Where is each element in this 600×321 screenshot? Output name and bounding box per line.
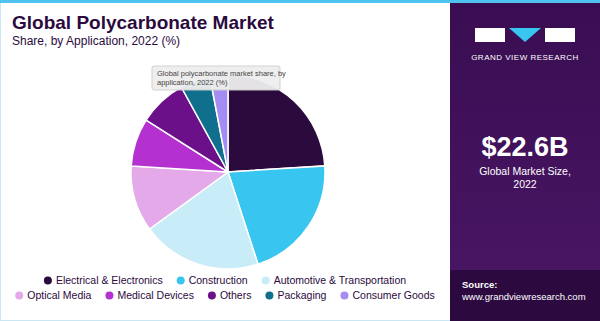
logo-block	[475, 28, 505, 42]
legend-label: Electrical & Electronics	[56, 274, 163, 286]
background	[1, 1, 600, 321]
chart: GRAND VIEW RESEARCH $22.6B Global Market S…	[0, 0, 600, 321]
source-label: Source:	[462, 279, 497, 290]
legend: Electrical & Electronics Construction Auto…	[15, 274, 435, 301]
legend-swatch	[340, 292, 348, 300]
legend-swatch	[44, 277, 52, 285]
legend-item: Others	[208, 289, 252, 301]
market-size: $22.6B	[481, 132, 568, 162]
legend-swatch	[15, 292, 23, 300]
logo-block	[509, 28, 541, 42]
tooltip: Global polycarbonate market share, byapp…	[152, 66, 286, 90]
legend-item: Construction	[177, 274, 248, 286]
legend-label: Consumer Goods	[352, 289, 434, 301]
legend-item: Medical Devices	[105, 289, 193, 301]
legend-label: Automotive & Transportation	[274, 274, 407, 286]
side-panel	[450, 3, 600, 321]
legend-swatch	[262, 277, 270, 285]
title: Global Polycarbonate Market	[12, 12, 275, 33]
source-url: www.grandviewresearch.com	[461, 291, 586, 302]
source-panel	[450, 270, 600, 321]
legend-label: Packaging	[277, 289, 326, 301]
market-size-label: Global Market Size,	[479, 165, 571, 177]
tooltip-text: application, 2022 (%)	[157, 78, 228, 87]
legend-swatch	[208, 292, 216, 300]
legend-item: Consumer Goods	[340, 289, 434, 301]
legend-item: Packaging	[265, 289, 326, 301]
legend-label: Others	[220, 289, 252, 301]
top-bar	[0, 0, 600, 3]
legend-swatch	[265, 292, 273, 300]
legend-item: Optical Media	[15, 289, 91, 301]
market-size-label: 2022	[513, 178, 537, 190]
logo-block	[545, 28, 575, 42]
subtitle: Share, by Application, 2022 (%)	[12, 34, 180, 48]
pie-slice	[131, 166, 228, 229]
legend-label: Medical Devices	[117, 289, 193, 301]
legend-swatch	[105, 292, 113, 300]
legend-item: Electrical & Electronics	[44, 274, 163, 286]
legend-label: Optical Media	[27, 289, 91, 301]
legend-label: Construction	[189, 274, 248, 286]
pie	[131, 75, 325, 269]
logo	[475, 28, 575, 42]
tooltip-text: Global polycarbonate market share, by	[157, 69, 286, 78]
brand-name: GRAND VIEW RESEARCH	[471, 53, 579, 62]
legend-swatch	[177, 277, 185, 285]
legend-item: Automotive & Transportation	[262, 274, 407, 286]
